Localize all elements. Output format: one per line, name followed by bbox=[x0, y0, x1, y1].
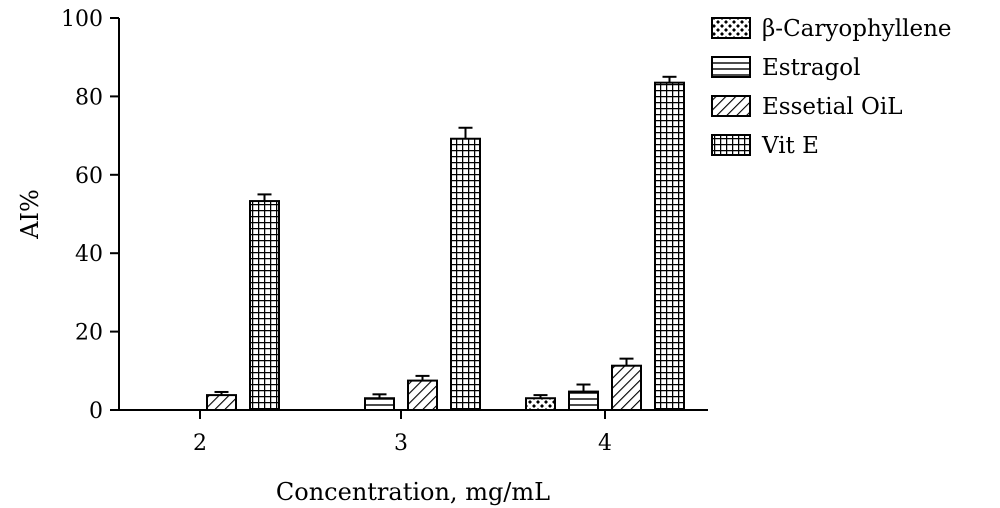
y-tick-label: 60 bbox=[75, 164, 103, 189]
bar-grid bbox=[654, 81, 685, 412]
bar-dots bbox=[525, 397, 556, 411]
legend: β-Caryophyllene Estragol Essetial OiL Vit E bbox=[711, 16, 952, 159]
bar-horizontal bbox=[364, 397, 395, 411]
bar-grid bbox=[450, 137, 481, 411]
y-ticks: 0 20 40 60 80 100 bbox=[61, 7, 119, 424]
y-tick-label: 40 bbox=[75, 242, 103, 267]
legend-swatch-diagonal bbox=[711, 95, 751, 117]
legend-label: Essetial OiL bbox=[762, 94, 902, 120]
y-tick-label: 100 bbox=[61, 7, 103, 32]
legend-label: β-Caryophyllene bbox=[762, 16, 952, 42]
bar-diagonal bbox=[407, 379, 438, 412]
bar-horizontal bbox=[568, 390, 599, 411]
y-tick-label: 20 bbox=[75, 321, 103, 346]
y-tick-label: 0 bbox=[89, 399, 103, 424]
legend-swatch-dots bbox=[711, 17, 751, 39]
bars bbox=[206, 75, 685, 412]
x-axis-title: Concentration, mg/mL bbox=[276, 478, 550, 506]
y-tick-label: 80 bbox=[75, 85, 103, 110]
x-tick-label: 3 bbox=[394, 431, 408, 456]
legend-label: Vit E bbox=[761, 133, 819, 159]
legend-swatch-horizontal bbox=[711, 56, 751, 78]
bar-diagonal bbox=[206, 394, 237, 412]
axes bbox=[118, 18, 708, 411]
y-axis-title: AI% bbox=[16, 189, 44, 240]
legend-label: Estragol bbox=[762, 55, 860, 81]
x-tick-label: 2 bbox=[193, 431, 207, 456]
x-tick-label: 4 bbox=[598, 431, 612, 456]
legend-swatch-grid bbox=[711, 134, 751, 156]
x-ticks: 2 3 4 bbox=[193, 410, 612, 456]
bar-diagonal bbox=[611, 364, 642, 412]
bar-grid bbox=[249, 200, 280, 411]
